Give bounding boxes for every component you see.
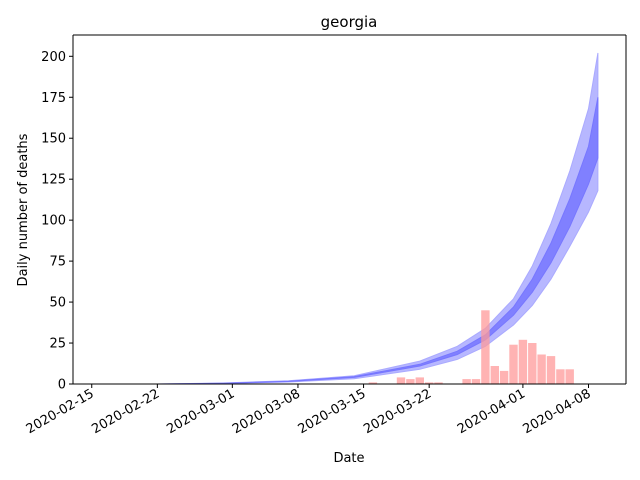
- y-tick-label: 75: [49, 255, 66, 270]
- band-inner: [157, 97, 599, 385]
- y-tick-label: 0: [58, 378, 66, 393]
- bar: [434, 382, 443, 384]
- bar: [462, 379, 471, 384]
- bar: [546, 356, 556, 384]
- y-tick-label: 175: [41, 91, 66, 106]
- bar: [499, 370, 509, 384]
- bar: [425, 382, 434, 384]
- y-axis-title: Daily number of deaths: [16, 133, 31, 286]
- y-tick-label: 200: [41, 50, 66, 65]
- y-tick-label: 50: [49, 296, 66, 311]
- bar: [481, 310, 490, 384]
- y-tick-label: 125: [41, 173, 66, 188]
- y-axis-ticks: 0 25 50 75 100 125 150 175 200: [41, 50, 73, 393]
- y-tick-label: 25: [49, 337, 66, 352]
- observed-bars: [368, 310, 574, 384]
- bar: [490, 366, 499, 384]
- bar: [368, 382, 378, 384]
- bar: [518, 339, 528, 384]
- x-axis-title: Date: [333, 451, 364, 466]
- bar: [528, 343, 537, 384]
- bar: [509, 344, 518, 384]
- y-tick-label: 150: [41, 132, 66, 147]
- bar: [406, 379, 415, 384]
- bar: [565, 369, 574, 384]
- axes: [72, 34, 627, 385]
- bar: [556, 369, 565, 384]
- bar: [415, 377, 424, 384]
- bar: [396, 377, 406, 384]
- y-tick-label: 100: [41, 214, 66, 229]
- bar: [537, 354, 546, 384]
- prediction-bands: [157, 52, 599, 385]
- bar: [471, 379, 481, 384]
- chart-title: georgia: [321, 13, 378, 31]
